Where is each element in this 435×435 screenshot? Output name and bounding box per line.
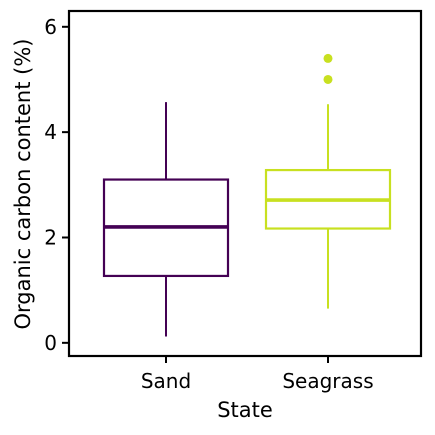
y-tick-label: 4 (44, 120, 57, 144)
y-axis: 0 2 4 6 (44, 15, 69, 355)
y-tick-label: 6 (44, 15, 57, 39)
x-tick-label-seagrass: Seagrass (282, 369, 373, 393)
outlier-point (323, 74, 333, 84)
box-seagrass (264, 53, 392, 309)
y-axis-title: Organic carbon content (%) (11, 39, 35, 330)
y-tick-label: 2 (44, 225, 57, 249)
x-tick-label-sand: Sand (141, 369, 191, 393)
box-sand (102, 102, 230, 337)
outlier-point (323, 53, 333, 63)
plot-panel (67, 9, 423, 358)
x-axis: Sand Seagrass (141, 356, 374, 393)
x-axis-title: State (217, 398, 273, 422)
y-tick-label: 0 (44, 331, 57, 355)
boxes-layer (102, 53, 392, 337)
